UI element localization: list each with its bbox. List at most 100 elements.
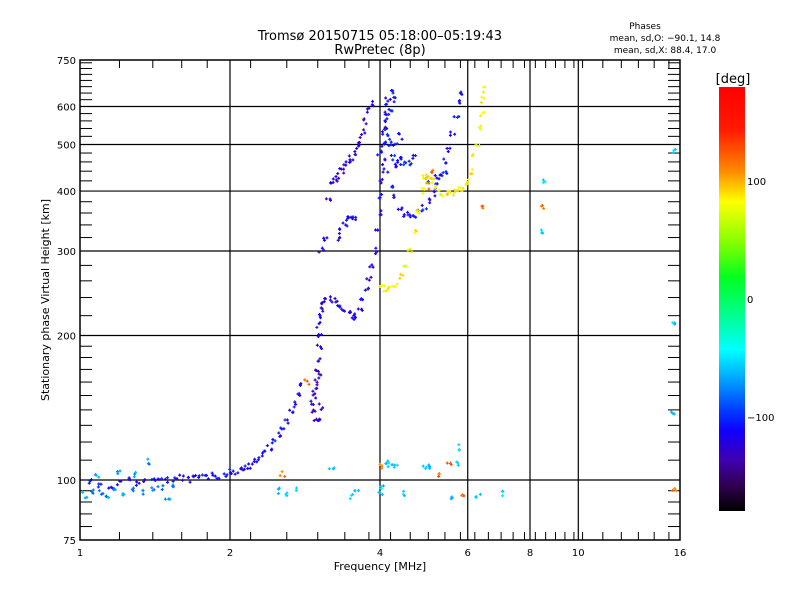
data-point: [121, 493, 125, 497]
data-point: [213, 474, 217, 478]
data-point: [160, 487, 164, 491]
data-point: [391, 91, 395, 95]
data-point: [541, 178, 545, 182]
data-point: [322, 248, 326, 252]
data-point: [115, 483, 119, 487]
x-tick-label: 16: [674, 548, 687, 559]
data-point: [402, 489, 406, 493]
data-point: [375, 250, 379, 254]
data-point: [411, 156, 415, 160]
data-point: [94, 473, 98, 477]
data-point: [382, 167, 386, 171]
data-point: [396, 207, 400, 211]
data-point: [100, 492, 104, 496]
data-point: [392, 100, 396, 104]
data-point: [313, 392, 317, 396]
data-point: [337, 176, 341, 180]
data-point: [318, 320, 322, 324]
data-point: [320, 301, 324, 305]
data-point: [309, 399, 313, 403]
data-point: [402, 214, 406, 218]
data-point: [365, 107, 369, 111]
data-point: [379, 484, 383, 488]
data-point: [150, 486, 154, 490]
data-point: [319, 306, 323, 310]
data-point: [377, 196, 381, 200]
data-point: [378, 462, 382, 466]
data-point: [393, 154, 397, 158]
data-point: [236, 471, 240, 475]
data-point: [445, 146, 449, 150]
data-point: [451, 193, 455, 197]
data-point: [460, 92, 464, 96]
data-point: [297, 392, 301, 396]
data-point: [421, 191, 425, 195]
data-point: [356, 307, 360, 311]
data-point: [380, 144, 384, 148]
data-point: [376, 153, 380, 157]
data-point: [161, 484, 165, 488]
data-point: [448, 146, 452, 150]
data-point: [392, 95, 396, 99]
colorbar: [719, 87, 745, 511]
data-point: [481, 111, 485, 115]
data-point: [313, 378, 317, 382]
data-point: [478, 492, 482, 496]
data-point: [360, 307, 364, 311]
data-point: [348, 160, 352, 164]
data-point: [373, 228, 377, 232]
data-point: [414, 215, 418, 219]
data-point: [399, 163, 403, 167]
data-point: [481, 90, 485, 94]
data-point: [354, 218, 358, 222]
data-point: [316, 335, 320, 339]
data-point: [101, 492, 105, 496]
data-point: [462, 494, 466, 498]
data-point: [500, 494, 504, 498]
data-point: [420, 186, 424, 190]
data-point: [374, 246, 378, 250]
data-point: [270, 447, 274, 451]
data-point: [386, 134, 390, 138]
data-point: [334, 174, 338, 178]
data-point: [160, 477, 164, 481]
data-point: [672, 412, 676, 416]
data-point: [321, 406, 325, 410]
data-point: [334, 300, 338, 304]
data-point: [352, 313, 356, 317]
data-point: [280, 427, 284, 431]
data-point: [282, 427, 286, 431]
data-point: [353, 489, 357, 493]
data-point: [439, 193, 443, 197]
data-point: [317, 372, 321, 376]
data-point: [481, 206, 485, 210]
data-point: [191, 474, 195, 478]
data-point: [228, 467, 232, 471]
data-point: [479, 114, 483, 118]
data-point: [540, 231, 544, 235]
stats-heading: Phases: [629, 22, 661, 32]
y-tick-label: 300: [57, 247, 76, 258]
data-point: [338, 227, 342, 231]
data-point: [449, 497, 453, 501]
data-point: [348, 309, 352, 313]
data-point: [362, 128, 366, 132]
data-point: [318, 345, 322, 349]
data-point: [393, 162, 397, 166]
data-point: [243, 464, 247, 468]
data-point: [427, 463, 431, 467]
data-point: [344, 163, 348, 167]
data-point: [229, 472, 233, 476]
data-point: [395, 463, 399, 467]
data-point: [319, 408, 323, 412]
data-point: [426, 179, 430, 183]
data-point: [141, 492, 145, 496]
data-point: [411, 214, 415, 218]
data-point: [248, 466, 252, 470]
data-point: [398, 276, 402, 280]
data-point: [131, 486, 135, 490]
data-point: [85, 495, 89, 499]
data-point: [203, 473, 207, 477]
data-point: [393, 463, 397, 467]
data-point: [215, 476, 219, 480]
